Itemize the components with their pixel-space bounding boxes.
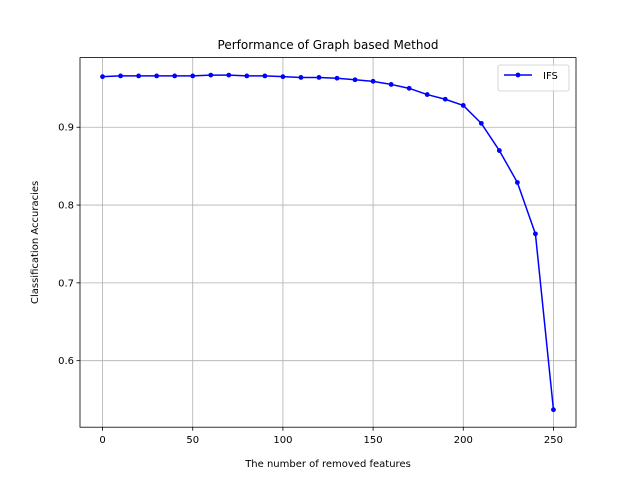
data-point bbox=[406, 85, 412, 91]
x-tick-label: 250 bbox=[544, 435, 563, 446]
data-point bbox=[208, 72, 214, 78]
y-axis-label: Classification Accuracies bbox=[30, 181, 41, 304]
chart-title: Performance of Graph based Method bbox=[218, 38, 439, 52]
data-point bbox=[478, 120, 484, 126]
x-tick-label: 150 bbox=[364, 435, 383, 446]
y-tick-label: 0.9 bbox=[58, 123, 74, 134]
data-point bbox=[424, 92, 430, 97]
legend-box bbox=[497, 64, 570, 92]
y-tick-label: 0.8 bbox=[58, 201, 74, 212]
data-point bbox=[370, 78, 376, 84]
data-point bbox=[316, 75, 322, 80]
data-point bbox=[154, 73, 160, 79]
data-point bbox=[262, 73, 268, 79]
data-point bbox=[172, 73, 178, 79]
data-point bbox=[280, 74, 286, 80]
plot-frame bbox=[79, 57, 577, 428]
legend-marker-ifs bbox=[515, 72, 521, 78]
legend-label-ifs: IFS bbox=[543, 71, 558, 82]
x-tick-label: 100 bbox=[273, 435, 292, 446]
grid bbox=[80, 57, 576, 428]
data-point bbox=[352, 77, 358, 83]
y-tick-label: 0.6 bbox=[58, 356, 74, 367]
axis-ticks: 0 50 100 150 200 250 0.6 0.7 0.8 0.9 bbox=[58, 123, 563, 446]
data-point bbox=[442, 96, 448, 102]
data-point bbox=[190, 73, 196, 79]
x-axis-label: The number of removed features bbox=[244, 459, 411, 470]
data-point bbox=[460, 103, 466, 108]
data-point bbox=[118, 73, 123, 79]
x-tick-label: 0 bbox=[99, 435, 105, 446]
data-point bbox=[551, 407, 556, 413]
data-point bbox=[244, 73, 250, 79]
data-point bbox=[136, 73, 142, 79]
data-point bbox=[496, 148, 502, 153]
data-point bbox=[514, 180, 520, 185]
data-point bbox=[388, 82, 394, 87]
data-point bbox=[298, 75, 304, 80]
data-point bbox=[100, 74, 105, 80]
y-tick-label: 0.7 bbox=[58, 278, 74, 289]
plot-data bbox=[100, 72, 556, 413]
x-tick-label: 50 bbox=[186, 435, 199, 446]
legend: IFS bbox=[497, 64, 570, 92]
data-point bbox=[533, 231, 538, 237]
data-point bbox=[226, 72, 232, 78]
data-point bbox=[334, 75, 340, 81]
series-line-ifs bbox=[102, 74, 555, 410]
x-tick-label: 200 bbox=[454, 435, 473, 446]
